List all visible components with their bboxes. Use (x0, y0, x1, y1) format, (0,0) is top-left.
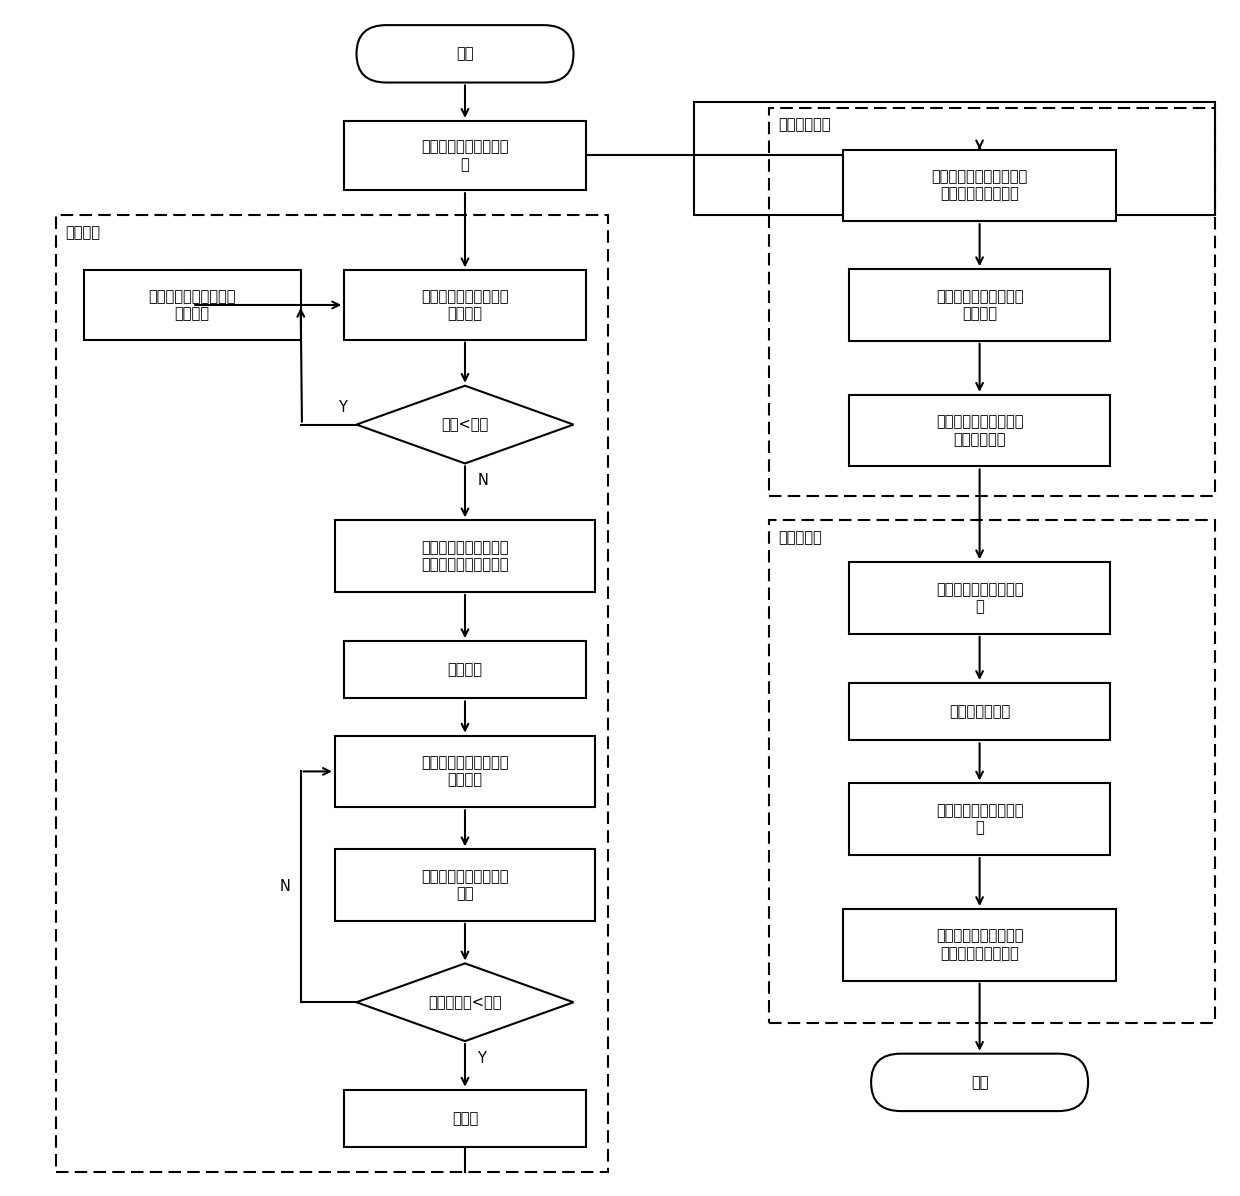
Text: 计算置信度权重: 计算置信度权重 (949, 704, 1011, 719)
Text: 置信度计算: 置信度计算 (779, 530, 822, 545)
Text: N: N (280, 879, 290, 895)
FancyBboxPatch shape (343, 641, 585, 698)
Text: Y: Y (337, 399, 346, 415)
FancyBboxPatch shape (843, 150, 1116, 221)
FancyBboxPatch shape (849, 562, 1110, 634)
Polygon shape (357, 385, 573, 463)
Text: 上报告警，等待下一帧
激光数据: 上报告警，等待下一帧 激光数据 (149, 288, 236, 322)
Text: 计算各扫描角度的激光
点云数据: 计算各扫描角度的激光 点云数据 (936, 288, 1023, 322)
FancyBboxPatch shape (849, 395, 1110, 466)
Text: Y: Y (477, 1051, 486, 1066)
Text: 根据位姿预测方程更新
粒子状态: 根据位姿预测方程更新 粒子状态 (422, 755, 508, 788)
Text: 设置定位扫描窗口并计算
所有可能的候选位姿: 设置定位扫描窗口并计算 所有可能的候选位姿 (931, 169, 1028, 202)
Text: 根据观测方程计算粒子
权重: 根据观测方程计算粒子 权重 (422, 868, 508, 902)
Text: 有效粒子数<阈值: 有效粒子数<阈值 (428, 995, 502, 1009)
FancyBboxPatch shape (843, 909, 1116, 981)
FancyBboxPatch shape (357, 25, 573, 83)
FancyBboxPatch shape (870, 1054, 1089, 1111)
Text: 限制机器人的三个自由
度: 限制机器人的三个自由 度 (422, 139, 508, 172)
Text: N: N (477, 472, 489, 488)
Text: 重采样: 重采样 (451, 1111, 479, 1125)
FancyBboxPatch shape (343, 1090, 585, 1147)
FancyBboxPatch shape (335, 736, 595, 807)
FancyBboxPatch shape (849, 783, 1110, 855)
FancyBboxPatch shape (343, 270, 585, 340)
Polygon shape (357, 964, 573, 1041)
Text: 开始: 开始 (456, 47, 474, 61)
Text: 根据里程计数据和惯性
导航数据建立系统模型: 根据里程计数据和惯性 导航数据建立系统模型 (422, 539, 508, 573)
Text: 计算所有候选位姿置信
度: 计算所有候选位姿置信 度 (936, 581, 1023, 615)
FancyBboxPatch shape (335, 520, 595, 592)
Text: 计算所有位姿置信度分
值: 计算所有位姿置信度分 值 (936, 803, 1023, 836)
FancyBboxPatch shape (343, 121, 585, 190)
Text: 帧率<阈值: 帧率<阈值 (441, 417, 489, 432)
FancyBboxPatch shape (84, 270, 300, 340)
Text: 将激光数据转换为激光
点云数据: 将激光数据转换为激光 点云数据 (422, 288, 508, 322)
Text: 生成粒子: 生成粒子 (448, 663, 482, 677)
Text: 结束: 结束 (971, 1075, 988, 1090)
FancyBboxPatch shape (849, 683, 1110, 740)
FancyBboxPatch shape (335, 849, 595, 921)
FancyBboxPatch shape (849, 269, 1110, 341)
Text: 初值估算: 初值估算 (66, 225, 100, 240)
Text: 定位窗口扫描: 定位窗口扫描 (779, 117, 831, 133)
Text: 更新最优位姿估计为置
信度分值最高的位姿: 更新最优位姿估计为置 信度分值最高的位姿 (936, 928, 1023, 962)
Text: 计算各扫描角度的离散
激光点云数据: 计算各扫描角度的离散 激光点云数据 (936, 414, 1023, 447)
